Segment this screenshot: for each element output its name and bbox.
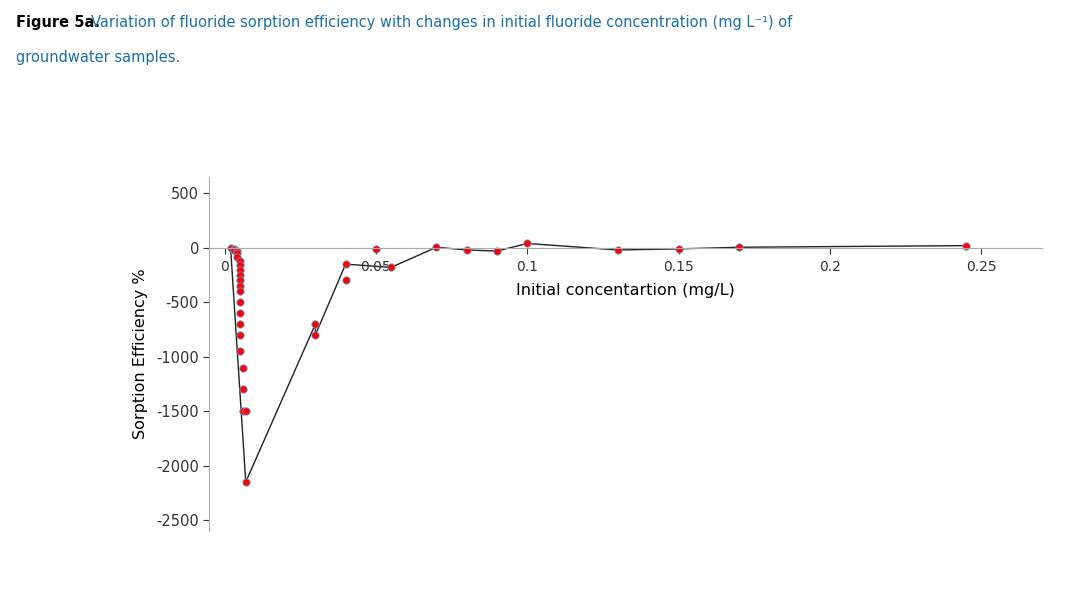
Point [427,242,445,252]
Point [670,244,687,254]
Text: groundwater samples.: groundwater samples. [16,50,180,65]
Point [231,346,248,356]
Point [231,330,248,340]
Text: Variation of fluoride sorption efficiency with changes in initial fluoride conce: Variation of fluoride sorption efficienc… [91,15,793,30]
Point [231,261,248,270]
Point [231,281,248,291]
Point [226,244,243,254]
Point [231,256,248,266]
Point [231,265,248,274]
Point [226,245,243,255]
Point [337,276,354,285]
Point [234,407,251,416]
Point [307,330,324,340]
Point [222,244,240,253]
Point [231,297,248,307]
Point [231,276,248,285]
X-axis label: Initial concentartion (mg/L): Initial concentartion (mg/L) [517,283,735,297]
Point [228,252,245,261]
Point [307,319,324,329]
Point [231,287,248,296]
Point [367,244,384,254]
Point [958,241,975,250]
Y-axis label: Sorption Efficiency %: Sorption Efficiency % [133,268,148,440]
Point [234,363,251,372]
Point [519,239,536,248]
Point [459,245,476,255]
Point [609,245,626,255]
Point [228,247,245,256]
Point [237,407,255,416]
Point [730,242,748,252]
Point [231,319,248,329]
Point [234,385,251,394]
Point [231,309,248,318]
Point [489,247,506,256]
Point [228,248,245,258]
Point [382,263,400,272]
Point [337,260,354,269]
Point [231,270,248,280]
Text: Figure 5a.: Figure 5a. [16,15,100,30]
Point [237,477,255,487]
